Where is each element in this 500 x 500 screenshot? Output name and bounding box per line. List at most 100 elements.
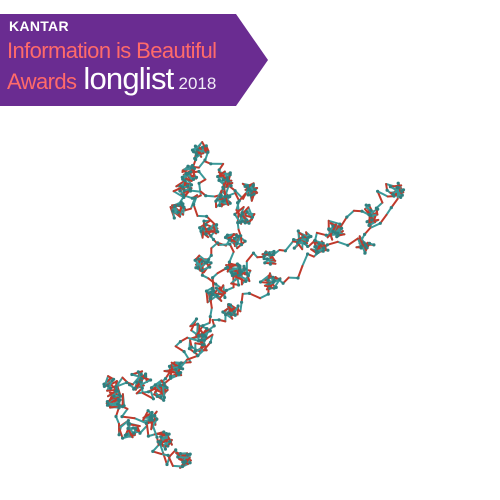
- walk-node: [378, 221, 382, 225]
- walk-node: [181, 185, 185, 189]
- walk-segment: [205, 215, 216, 226]
- walk-node: [196, 322, 200, 326]
- walk-node: [135, 380, 139, 384]
- badge-awards-word: Awards: [7, 69, 77, 94]
- walk-node: [243, 184, 247, 188]
- walk-segment: [226, 266, 241, 273]
- walk-node: [134, 427, 138, 431]
- walk-node: [251, 251, 256, 255]
- walk-node: [178, 452, 183, 456]
- walk-node: [126, 419, 130, 423]
- walk-node: [192, 166, 196, 171]
- walk-segment: [222, 183, 227, 198]
- walk-node: [265, 257, 269, 261]
- walk-node: [178, 340, 182, 344]
- walk-segment: [116, 381, 128, 388]
- walk-segment: [326, 240, 339, 246]
- walk-node: [359, 244, 363, 249]
- walk-node: [123, 433, 127, 437]
- walk-segment: [327, 219, 341, 226]
- walk-node: [230, 273, 234, 278]
- badge-ribbon-shape: [0, 14, 268, 106]
- walk-node: [197, 257, 201, 261]
- walk-node: [314, 245, 318, 249]
- walk-node: [181, 460, 185, 464]
- walk-node: [236, 304, 240, 308]
- walk-node: [336, 234, 340, 238]
- walk-node: [197, 181, 201, 185]
- walk-node: [194, 153, 198, 157]
- walk-segment: [233, 206, 245, 216]
- walk-node: [159, 395, 163, 399]
- walk-segment: [198, 254, 209, 264]
- walk-node: [165, 386, 169, 390]
- walk-node: [367, 203, 371, 207]
- walk-node: [146, 434, 150, 438]
- walk-node: [363, 251, 367, 255]
- walk-segment: [228, 250, 235, 264]
- walk-node: [117, 433, 121, 437]
- walk-node: [193, 196, 197, 200]
- walk-node: [192, 203, 196, 207]
- walk-node: [182, 189, 186, 193]
- walk-segment: [159, 443, 165, 455]
- walk-node: [208, 297, 212, 301]
- walk-node: [217, 178, 221, 182]
- walk-node: [266, 292, 270, 296]
- walk-node: [272, 286, 276, 290]
- walk-node: [176, 210, 180, 214]
- walk-node: [116, 402, 120, 406]
- walk-node: [292, 246, 296, 250]
- walk-node: [246, 184, 250, 188]
- walk-segment: [172, 186, 184, 193]
- walk-node: [239, 243, 244, 247]
- walk-node: [173, 204, 177, 208]
- walk-segment: [186, 354, 199, 361]
- walk-node: [155, 435, 159, 439]
- walk-node: [153, 414, 157, 418]
- walk-segment: [154, 377, 167, 389]
- walk-node: [283, 249, 287, 253]
- walk-node: [340, 226, 344, 230]
- walk-segment: [284, 240, 294, 252]
- walk-node: [206, 150, 210, 154]
- walk-node: [148, 415, 152, 419]
- walk-node: [144, 374, 148, 378]
- walk-node: [240, 300, 244, 304]
- walk-node: [126, 422, 130, 426]
- walk-node: [237, 199, 241, 203]
- walk-node: [396, 186, 400, 190]
- walk-node: [391, 192, 395, 197]
- walk-node: [369, 208, 373, 212]
- walk-node: [108, 386, 113, 390]
- walk-node: [200, 273, 204, 277]
- walk-node: [243, 221, 247, 225]
- walk-node: [208, 315, 212, 319]
- walk-node: [250, 215, 254, 219]
- walk-node: [253, 188, 257, 192]
- walk-segment: [211, 276, 215, 290]
- walk-node: [117, 399, 121, 403]
- walk-node: [281, 281, 285, 285]
- walk-node: [219, 195, 223, 199]
- walk-node: [296, 241, 300, 245]
- walk-node: [121, 436, 125, 440]
- walk-node: [215, 223, 219, 227]
- walk-node: [168, 439, 172, 444]
- walk-node: [182, 350, 186, 354]
- walk-node: [258, 280, 263, 284]
- walk-node: [193, 156, 197, 161]
- walk-node: [209, 290, 213, 294]
- walk-node: [197, 169, 201, 174]
- walk-node: [181, 177, 185, 181]
- walk-node: [176, 455, 180, 459]
- walk-segment: [121, 415, 136, 420]
- walk-node: [166, 444, 170, 448]
- walk-node: [238, 220, 242, 225]
- walk-node: [376, 189, 380, 193]
- walk-node: [240, 212, 244, 216]
- walk-node: [149, 378, 153, 382]
- walk-node: [263, 251, 268, 255]
- walk-node: [249, 189, 253, 193]
